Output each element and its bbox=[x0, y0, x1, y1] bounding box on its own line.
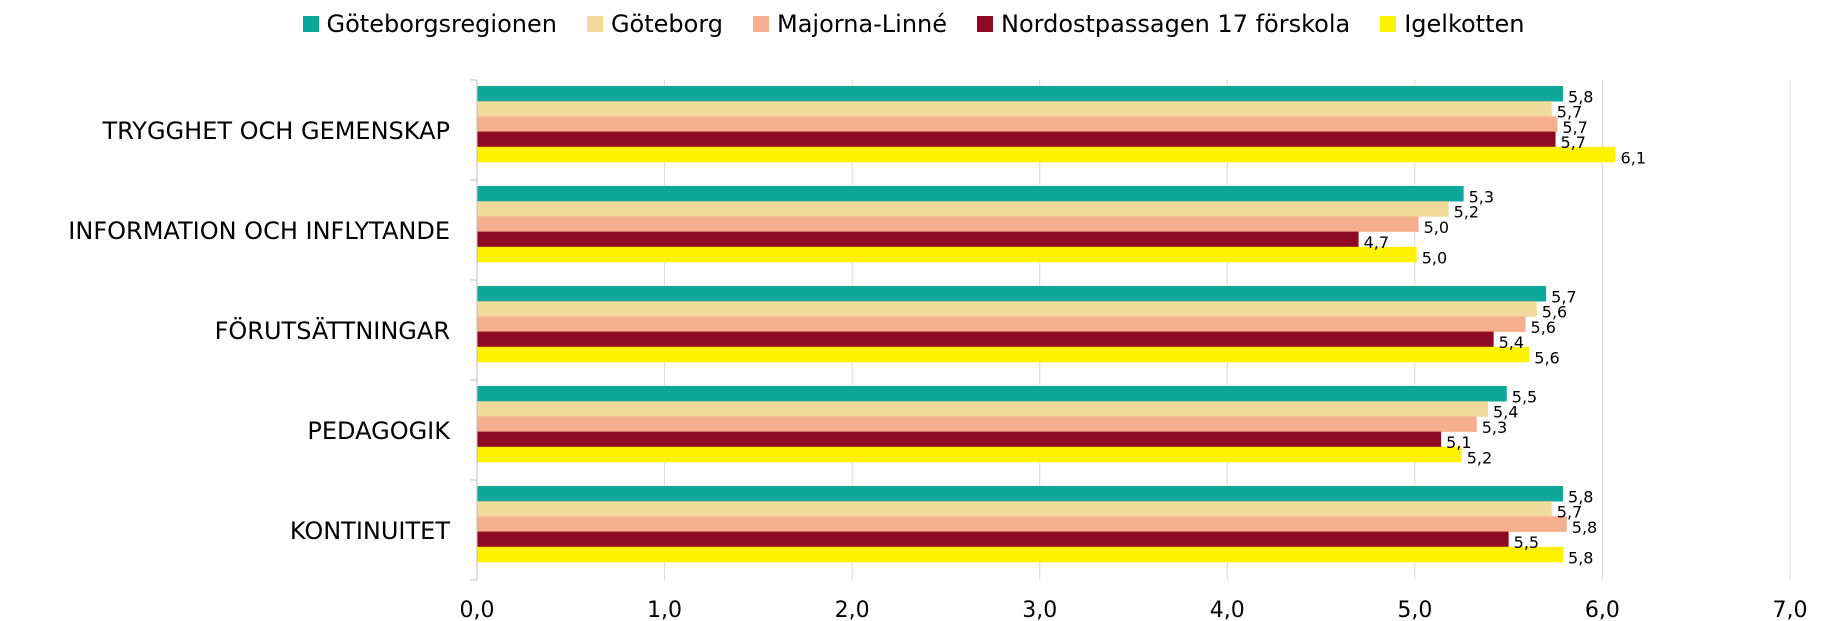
axes: 0,0 1,0 2,0 3,0 4,0 5,0 6,0 7,0 TRYGGHET OCH GEM… bbox=[68, 79, 1808, 621]
x-tick-label: 7,0 bbox=[1773, 598, 1808, 621]
category-label: FÖRUTSÄTTNINGAR bbox=[215, 316, 450, 345]
x-tick-label: 1,0 bbox=[647, 598, 682, 621]
bar bbox=[477, 86, 1564, 102]
x-tick-label: 5,0 bbox=[1397, 598, 1432, 621]
data-label: 5,7 bbox=[1551, 288, 1576, 307]
bar bbox=[477, 101, 1552, 117]
legend-label: Göteborg bbox=[610, 10, 723, 38]
bar bbox=[477, 246, 1417, 263]
data-label: 5,8 bbox=[1568, 88, 1593, 107]
legend: Göteborgsregionen Göteborg Majorna-Linné No… bbox=[0, 6, 1827, 42]
data-label: 5,7 bbox=[1557, 103, 1582, 122]
bar bbox=[477, 286, 1547, 302]
bar bbox=[477, 516, 1567, 532]
legend-item: Majorna-Linné bbox=[753, 10, 947, 38]
data-label: 5,2 bbox=[1467, 448, 1492, 467]
bar bbox=[477, 216, 1419, 232]
bar bbox=[477, 116, 1558, 132]
bar bbox=[477, 386, 1507, 402]
data-label: 5,1 bbox=[1446, 433, 1471, 452]
data-label: 5,6 bbox=[1542, 303, 1567, 322]
data-label: 6,1 bbox=[1621, 148, 1646, 167]
data-label: 5,3 bbox=[1469, 188, 1494, 207]
x-tick-label: 4,0 bbox=[1210, 598, 1245, 621]
data-label: 5,4 bbox=[1499, 333, 1524, 352]
x-tick-label: 3,0 bbox=[1022, 598, 1057, 621]
bar bbox=[477, 501, 1552, 517]
bar bbox=[477, 331, 1494, 348]
category-label: PEDAGOGIK bbox=[307, 417, 451, 445]
data-label: 5,7 bbox=[1561, 133, 1586, 152]
data-label: 5,6 bbox=[1534, 348, 1559, 367]
category-label: KONTINUITET bbox=[290, 517, 450, 545]
bar bbox=[477, 316, 1526, 332]
legend-swatch bbox=[586, 16, 603, 32]
legend-swatch bbox=[977, 16, 994, 32]
data-label: 5,8 bbox=[1568, 488, 1593, 507]
data-label: 4,7 bbox=[1364, 233, 1389, 252]
legend-swatch bbox=[753, 16, 769, 32]
bar bbox=[477, 486, 1564, 502]
legend-item: Nordostpassagen 17 förskola bbox=[977, 10, 1350, 38]
bar bbox=[477, 546, 1564, 563]
data-label: 5,8 bbox=[1568, 548, 1593, 567]
bar bbox=[477, 431, 1442, 448]
legend-label: Majorna-Linné bbox=[777, 10, 948, 38]
bar bbox=[477, 446, 1462, 463]
bar bbox=[477, 186, 1464, 202]
data-label: 5,0 bbox=[1424, 218, 1449, 237]
bar bbox=[477, 131, 1556, 148]
legend-swatch bbox=[1380, 16, 1397, 32]
category-label: TRYGGHET OCH GEMENSKAP bbox=[101, 117, 450, 145]
data-label: 5,7 bbox=[1557, 503, 1582, 522]
bar bbox=[477, 416, 1477, 432]
bar bbox=[477, 301, 1537, 317]
data-label: 5,2 bbox=[1454, 203, 1479, 222]
data-label: 5,5 bbox=[1514, 533, 1539, 552]
x-tick-label: 0,0 bbox=[460, 598, 495, 621]
data-labels: 5,85,75,75,76,15,35,25,04,75,05,75,65,65… bbox=[1364, 88, 1646, 568]
data-label: 5,5 bbox=[1512, 388, 1537, 407]
bar bbox=[477, 346, 1530, 363]
bar bbox=[477, 401, 1489, 417]
x-tick-label: 6,0 bbox=[1585, 598, 1620, 621]
bars bbox=[477, 86, 1616, 563]
legend-item: Göteborgsregionen bbox=[302, 10, 557, 38]
bar bbox=[477, 531, 1509, 548]
legend-label: Igelkotten bbox=[1404, 10, 1525, 38]
data-label: 5,8 bbox=[1572, 518, 1597, 537]
x-tick-label: 2,0 bbox=[835, 598, 870, 621]
bar bbox=[477, 231, 1359, 248]
bar bbox=[477, 201, 1449, 217]
legend-item: Igelkotten bbox=[1380, 10, 1524, 38]
data-label: 5,3 bbox=[1482, 418, 1507, 437]
data-label: 5,0 bbox=[1422, 248, 1447, 267]
bar bbox=[477, 146, 1616, 163]
legend-swatch bbox=[302, 16, 319, 32]
data-label: 5,7 bbox=[1562, 118, 1587, 137]
legend-item: Göteborg bbox=[586, 10, 723, 38]
legend-label: Nordostpassagen 17 förskola bbox=[1001, 10, 1351, 38]
data-label: 5,4 bbox=[1493, 403, 1518, 422]
category-label: INFORMATION OCH INFLYTANDE bbox=[68, 217, 450, 245]
data-label: 5,6 bbox=[1531, 318, 1556, 337]
legend-label: Göteborgsregionen bbox=[326, 10, 557, 38]
